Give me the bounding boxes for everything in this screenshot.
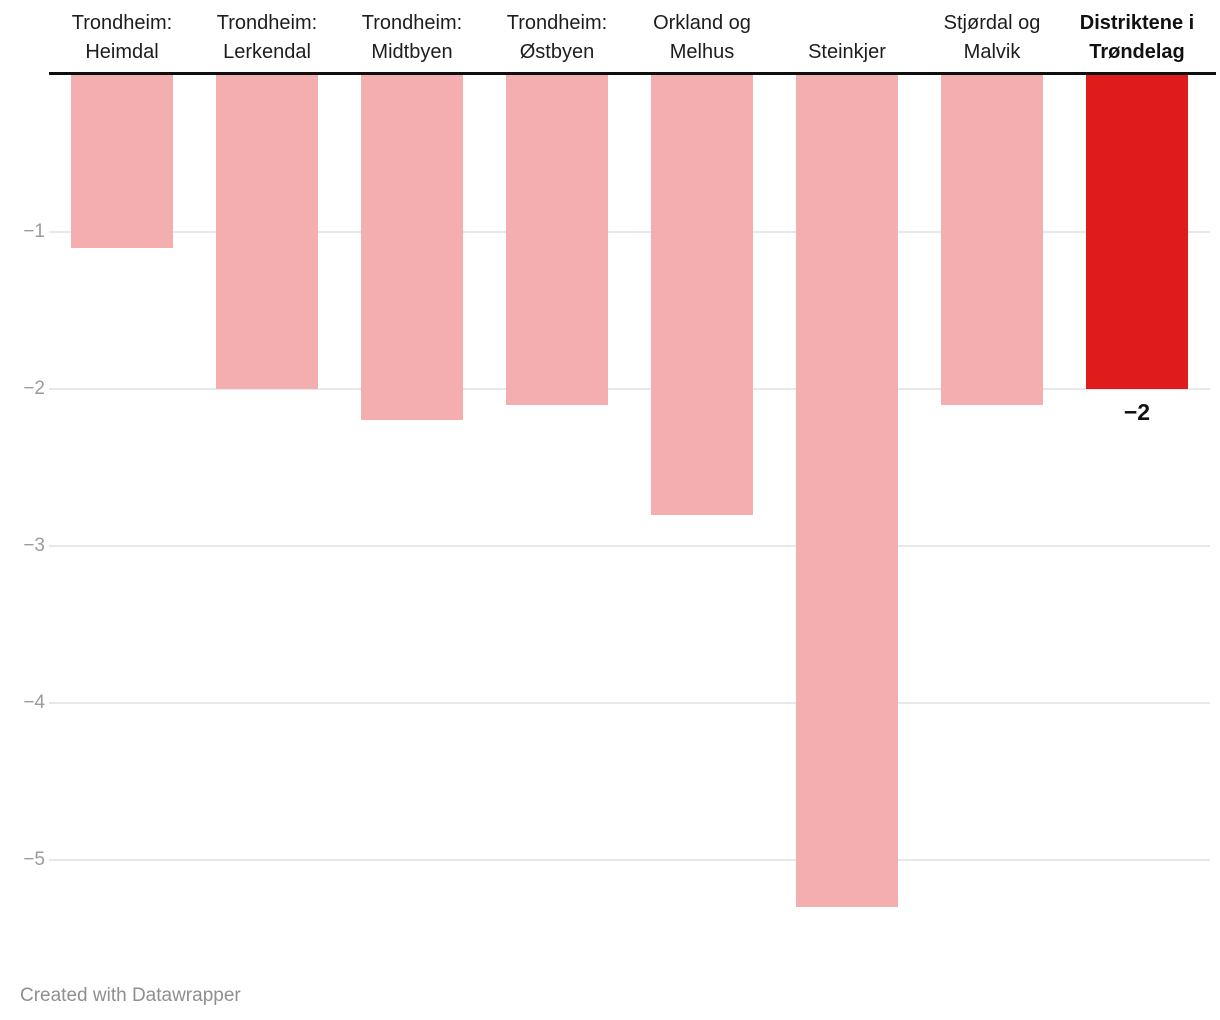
category-label-1: Trondheim: Heimdal [50,0,195,66]
category-label-text: Trondheim: Østbyen [506,12,608,63]
bar-5 [651,75,753,515]
y-tick-label--5: −5 [23,849,45,870]
category-label-5: Orkland og Melhus [630,0,775,66]
bar-8 [1086,75,1188,389]
datawrapper-credit: Created with Datawrapper [20,985,241,1006]
category-label-3: Trondheim: Midtbyen [340,0,485,66]
category-label-8: Distriktene i Trøndelag [1065,0,1210,66]
bar-1 [71,75,173,248]
bar-2 [216,75,318,389]
gridline--4 [49,702,1210,704]
y-tick-label--4: −4 [23,692,45,713]
category-label-text: Orkland og Melhus [653,12,751,63]
gridline--3 [49,545,1210,547]
gridline--1 [49,231,1210,233]
category-label-text: Trondheim: Lerkendal [216,12,318,63]
category-label-2: Trondheim: Lerkendal [195,0,340,66]
bar-7 [941,75,1043,405]
category-label-text: Distriktene i Trøndelag [1079,12,1195,63]
bar-4 [506,75,608,405]
category-label-text: Trondheim: Heimdal [71,12,173,63]
zero-axis-line [49,72,1216,75]
highlight-value-label: −2 [1123,399,1151,425]
category-label-text: Stjørdal og Malvik [943,12,1041,63]
bar-6 [796,75,898,908]
gridline--2 [49,388,1210,390]
category-label-text: Steinkjer [808,40,886,63]
category-label-text: Trondheim: Midtbyen [361,12,463,63]
gridline--5 [49,859,1210,861]
y-tick-label--3: −3 [23,535,45,556]
bar-3 [361,75,463,421]
category-label-4: Trondheim: Østbyen [485,0,630,66]
category-label-6: Steinkjer [775,0,920,66]
y-tick-label--2: −2 [23,378,45,399]
category-label-7: Stjørdal og Malvik [920,0,1065,66]
y-tick-label--1: −1 [23,221,45,242]
